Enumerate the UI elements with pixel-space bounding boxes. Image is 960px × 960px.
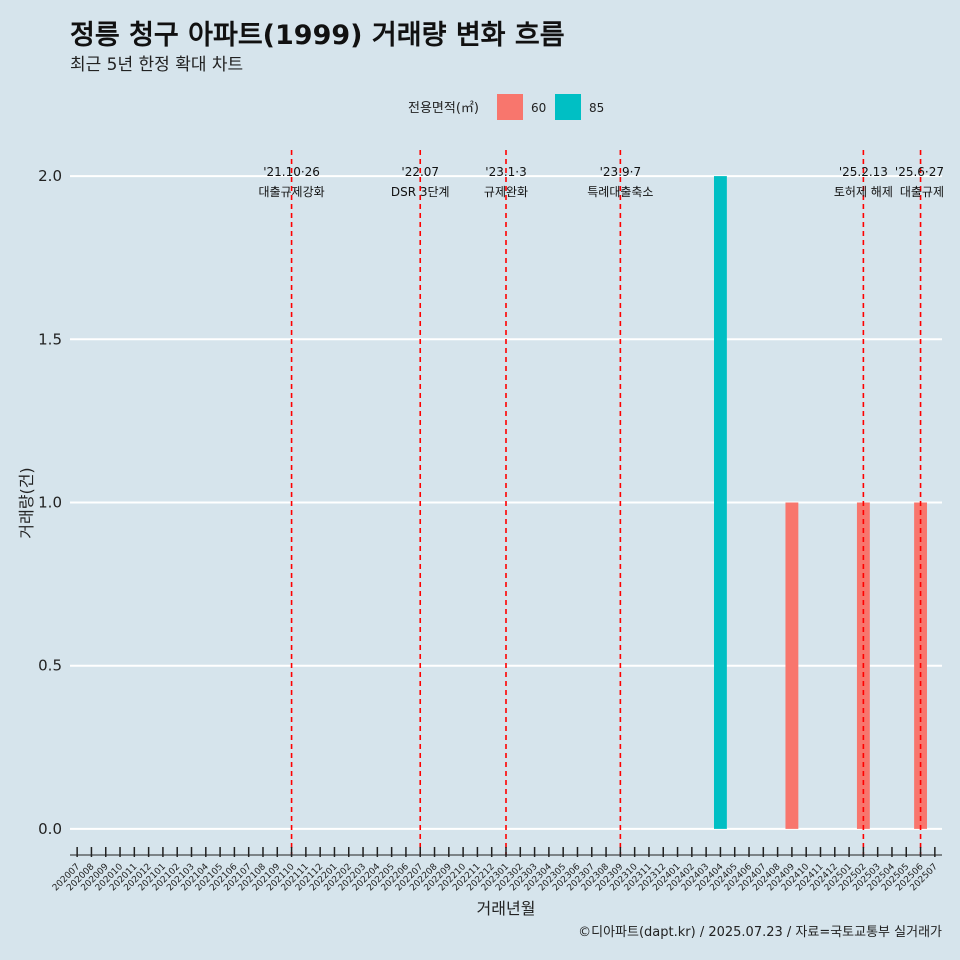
legend-label-60: 60 — [531, 101, 546, 115]
y-tick-label: 0.0 — [38, 820, 62, 838]
y-tick-label: 0.5 — [38, 657, 62, 675]
y-tick-label: 1.5 — [38, 330, 62, 348]
chart-caption: ©디아파트(dapt.kr) / 2025.07.23 / 자료=국토교통부 실… — [578, 925, 942, 940]
event-date-label: '25.6·27 — [895, 165, 944, 179]
event-label: 규제완화 — [484, 185, 528, 199]
y-axis-ticks: 0.0 0.5 1.0 1.5 2.0 — [38, 167, 62, 838]
legend-swatch-60 — [497, 94, 523, 120]
x-axis: 2020072020082020092020102020112020122021… — [51, 847, 942, 893]
legend-title: 전용면적(㎡) — [408, 101, 479, 116]
legend-label-85: 85 — [589, 101, 604, 115]
event-date-label: '25.2.13 — [839, 165, 888, 179]
bar-85-202404 — [713, 176, 727, 829]
event-label: 대출규제 — [900, 185, 944, 199]
x-axis-title: 거래년월 — [477, 899, 536, 918]
event-date-label: '22.07 — [401, 165, 439, 179]
event-label: DSR 3단계 — [391, 185, 450, 199]
chart-title: 정릉 청구 아파트(1999) 거래량 변화 흐름 — [70, 20, 565, 51]
event-date-label: '21.10·26 — [263, 165, 320, 179]
event-date-label: '23.1·3 — [485, 165, 526, 179]
event-label: 특례대출축소 — [587, 185, 653, 199]
event-date-label: '23.9·7 — [600, 165, 641, 179]
y-tick-label: 1.0 — [38, 494, 62, 512]
legend-swatch-85 — [555, 94, 581, 120]
event-lines: '21.10·26 대출규제강화 '22.07 DSR 3단계 '23.1·3 규제완화 '… — [258, 150, 944, 855]
event-label: 대출규제강화 — [258, 185, 324, 199]
y-axis-title: 거래량(건) — [17, 467, 36, 538]
chart-subtitle: 최근 5년 한정 확대 차트 — [70, 55, 243, 75]
y-tick-label: 2.0 — [38, 167, 62, 185]
legend: 전용면적(㎡) 60 85 — [408, 94, 604, 120]
bar-60-202409 — [785, 502, 799, 829]
event-label: 토허제 해제 — [834, 185, 893, 199]
